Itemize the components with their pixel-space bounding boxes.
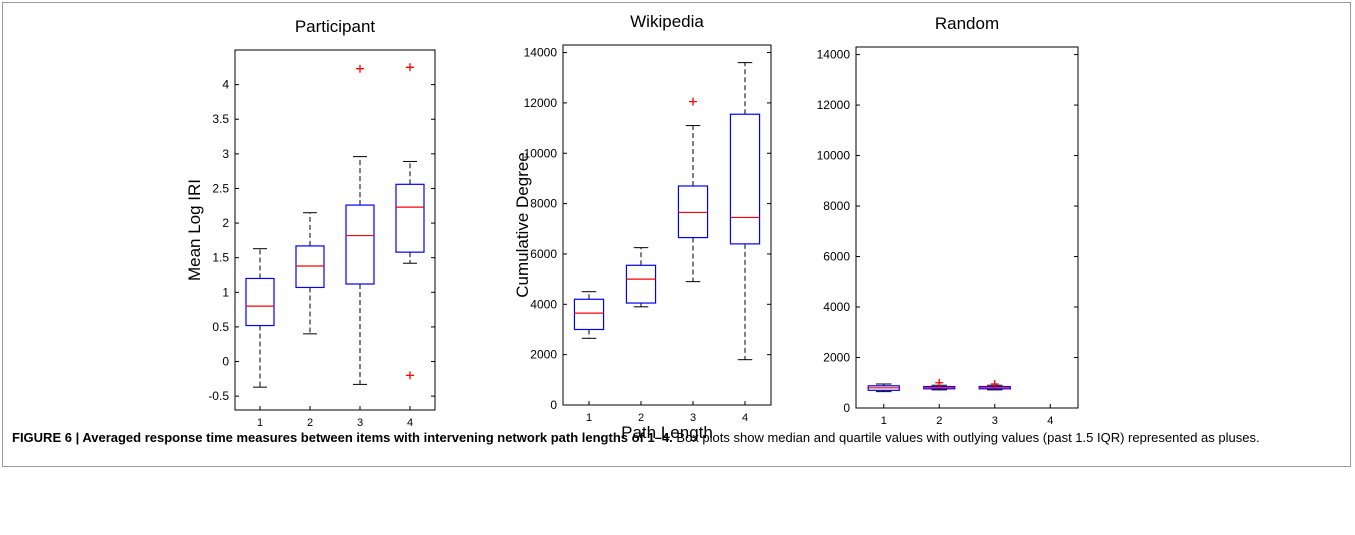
outlier [935, 378, 944, 387]
x-tick-label: 2 [307, 417, 313, 429]
y-tick-label: 3.5 [212, 112, 229, 126]
y-tick-label: 3 [222, 147, 229, 161]
x-tick-label: 3 [357, 417, 363, 429]
y-tick-label: 4000 [823, 300, 850, 314]
caption-text: Box plots show median and quartile value… [676, 430, 1260, 445]
y-axis-label: Cumulative Degree [513, 152, 532, 298]
y-tick-label: 14000 [524, 46, 558, 60]
box [625, 264, 657, 304]
x-tick-label: 1 [586, 412, 592, 424]
x-tick-label: 1 [257, 417, 263, 429]
y-tick-label: 6000 [823, 250, 850, 264]
outlier [406, 63, 414, 72]
outlier [689, 97, 697, 106]
outlier [990, 380, 999, 389]
box [677, 185, 709, 239]
y-tick-label: 1.5 [212, 251, 229, 265]
x-tick-label: 4 [407, 417, 413, 429]
box [729, 113, 761, 245]
box [245, 277, 275, 327]
chart-title: Participant [295, 17, 376, 36]
plot-area [562, 44, 772, 406]
caption: FIGURE 6 | Averaged response time measur… [12, 428, 1342, 447]
y-tick-label: 4 [222, 78, 229, 92]
x-axis-label: Path Length [621, 423, 713, 442]
box [345, 204, 375, 285]
plot-area [855, 46, 1079, 409]
y-tick-label: 4000 [530, 297, 557, 311]
outlier [406, 371, 414, 380]
y-tick-label: 0 [550, 398, 557, 412]
y-tick-label: 10000 [817, 149, 851, 163]
y-tick-label: 14000 [817, 48, 851, 62]
y-tick-label: 8000 [823, 199, 850, 213]
y-tick-label: 8000 [530, 197, 557, 211]
y-tick-label: 2 [222, 216, 229, 230]
chart: Participant Mean Log IRI -0.5 0 0.5 1 1.5 2 2.5 3… [185, 12, 1079, 442]
y-tick-label: 0.5 [212, 320, 229, 334]
y-tick-label: 1 [222, 285, 229, 299]
y-axis-label: Mean Log IRI [185, 179, 204, 281]
y-tick-label: -0.5 [208, 389, 229, 403]
box [295, 245, 325, 289]
caption-label: FIGURE 6 | Averaged response time measur… [12, 430, 673, 445]
y-tick-label: 0 [222, 355, 229, 369]
x-tick-label: 2 [638, 412, 644, 424]
chart-title: Wikipedia [630, 12, 704, 31]
box [573, 298, 605, 331]
x-tick-label: 2 [936, 415, 942, 427]
box [395, 183, 425, 253]
x-tick-label: 3 [992, 415, 998, 427]
plot-area [234, 49, 436, 411]
outlier [356, 64, 364, 73]
chart-title: Random [935, 14, 999, 33]
y-tick-label: 10000 [524, 146, 558, 160]
x-tick-label: 1 [881, 415, 887, 427]
y-tick-label: 12000 [524, 96, 558, 110]
y-tick-label: 2000 [823, 351, 850, 365]
y-tick-label: 6000 [530, 247, 557, 261]
x-tick-label: 4 [742, 412, 748, 424]
figure-frame [2, 2, 1351, 467]
y-tick-label: 0 [843, 401, 850, 415]
y-tick-label: 12000 [817, 98, 851, 112]
x-tick-label: 4 [1047, 415, 1053, 427]
y-tick-label: 2000 [530, 348, 557, 362]
x-tick-label: 3 [690, 412, 696, 424]
y-tick-label: 2.5 [212, 181, 229, 195]
